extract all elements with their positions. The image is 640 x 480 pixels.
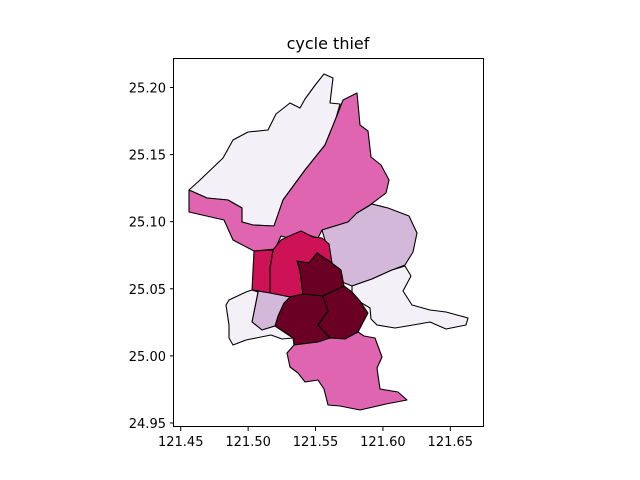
y-tick-label: 25.10 (129, 216, 166, 231)
y-tick-label: 25.05 (129, 283, 166, 298)
district-wenshan (286, 331, 408, 411)
y-axis: 24.95 25.00 25.05 25.10 25.15 25.20 (129, 82, 174, 432)
x-tick-label: 121.60 (360, 435, 406, 450)
y-tick-label: 24.95 (129, 417, 166, 432)
x-tick-label: 121.65 (428, 435, 474, 450)
x-tick-label: 121.45 (158, 435, 204, 450)
district-songshan (296, 252, 345, 297)
x-tick-label: 121.50 (225, 435, 271, 450)
district-layer (188, 73, 469, 411)
district-wanhua (225, 289, 294, 346)
y-tick-label: 25.20 (129, 82, 166, 97)
x-axis: 121.45 121.50 121.55 121.60 121.65 (158, 427, 473, 450)
y-tick-label: 25.00 (129, 350, 166, 365)
axes-frame (173, 58, 484, 427)
district-datong (251, 249, 274, 294)
y-tick-label: 25.15 (129, 149, 166, 164)
x-tick-label: 121.55 (293, 435, 339, 450)
chart-title: cycle thief (287, 34, 370, 53)
district-nangang (351, 265, 469, 330)
